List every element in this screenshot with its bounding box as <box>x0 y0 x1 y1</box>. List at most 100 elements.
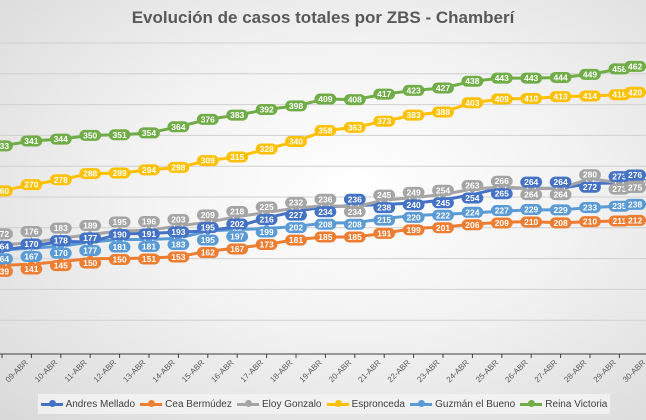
data-label: 341 <box>24 136 38 146</box>
x-tick-label: 29-ABR <box>592 358 618 384</box>
data-label: 153 <box>171 252 185 262</box>
data-label: 172 <box>0 229 9 239</box>
data-label-badge <box>373 88 396 100</box>
legend-item: Guzmán el Bueno <box>410 399 515 410</box>
data-label: 209 <box>495 218 509 228</box>
data-label: 254 <box>436 185 450 195</box>
data-label-badge <box>20 135 43 147</box>
data-label: 238 <box>377 203 391 213</box>
data-label: 201 <box>436 223 450 233</box>
data-label: 145 <box>54 261 68 271</box>
data-label-badge <box>402 109 425 121</box>
data-label-badge <box>138 164 160 176</box>
data-label-badge <box>402 211 425 223</box>
data-label-badge <box>79 220 102 232</box>
x-tick-label: 17-ABR <box>239 358 265 384</box>
data-label-badge <box>20 238 43 250</box>
data-label-badge <box>49 174 72 186</box>
data-label-badge <box>343 206 366 218</box>
x-tick-label: 19-ABR <box>298 358 324 384</box>
data-label: 408 <box>348 95 362 105</box>
data-label: 289 <box>113 168 127 178</box>
data-label: 350 <box>83 130 97 140</box>
data-label-badge <box>196 155 219 167</box>
data-label: 392 <box>260 105 274 115</box>
data-label-badge <box>624 182 646 194</box>
data-label: 170 <box>54 248 68 258</box>
data-label: 212 <box>628 215 642 225</box>
data-label-badge <box>138 241 160 253</box>
data-label-badge <box>314 93 337 105</box>
data-label-badge <box>461 180 484 192</box>
data-label-badge <box>255 201 278 213</box>
data-label: 202 <box>230 219 244 229</box>
legend-marker-icon <box>237 400 259 407</box>
data-label-badge <box>520 72 543 84</box>
data-label-badge <box>167 214 190 226</box>
data-label: 358 <box>318 125 332 135</box>
data-label-badge <box>624 60 646 72</box>
data-label-badge <box>314 206 337 218</box>
data-label-badge <box>79 168 102 180</box>
data-label: 264 <box>524 177 538 187</box>
x-tick-label: 08-ABR <box>0 358 1 384</box>
x-tick-label: 13-ABR <box>121 358 147 384</box>
data-label: 220 <box>407 212 421 222</box>
data-label-badge <box>167 226 190 238</box>
data-label-badge <box>255 214 278 226</box>
data-label-badge <box>402 186 425 198</box>
data-label-badge <box>138 127 160 139</box>
data-label: 215 <box>377 215 391 225</box>
data-label-badge <box>490 204 513 216</box>
legend-label: Espronceda <box>351 398 405 410</box>
data-label-badge <box>520 92 543 104</box>
data-label: 167 <box>230 244 244 254</box>
data-label-badge <box>343 94 366 106</box>
data-label-badge <box>343 193 366 205</box>
data-label-badge <box>196 234 219 246</box>
data-label-badge <box>520 204 543 216</box>
data-label-badge <box>49 222 72 234</box>
data-label-badge <box>20 263 43 275</box>
data-label-badge <box>579 68 601 80</box>
data-label-badge <box>49 247 72 259</box>
data-label-badge <box>461 206 484 218</box>
data-label-badge <box>343 218 366 230</box>
data-label: 354 <box>142 128 156 138</box>
data-label-badge <box>226 218 249 230</box>
data-label: 417 <box>377 89 391 99</box>
data-label: 218 <box>230 207 244 217</box>
data-label-badge <box>624 169 646 181</box>
data-label-badge <box>490 175 513 187</box>
data-label: 427 <box>436 83 450 93</box>
data-label: 364 <box>171 122 185 132</box>
data-label-badge <box>49 260 72 272</box>
data-label: 236 <box>348 194 362 204</box>
data-label-badge <box>579 181 601 193</box>
data-label: 458 <box>612 64 626 74</box>
data-label: 216 <box>260 215 274 225</box>
data-labels: 333 260 172 164 164 139 341 270 176 170 167 141 344 2… <box>0 60 646 277</box>
data-label: 260 <box>0 186 9 196</box>
data-label: 351 <box>113 130 127 140</box>
data-label: 209 <box>201 210 215 220</box>
x-tick-label: 09-ABR <box>4 358 30 384</box>
data-label-badge <box>79 232 102 244</box>
data-label-badge <box>432 106 454 118</box>
data-label-badge <box>343 121 366 133</box>
data-label-badge <box>0 228 13 240</box>
data-label: 202 <box>289 223 303 233</box>
x-tick-label: 26-ABR <box>503 358 529 384</box>
data-label: 383 <box>407 110 421 120</box>
data-label-badge <box>373 214 396 226</box>
data-label-badge <box>108 167 131 179</box>
data-label: 203 <box>171 215 185 225</box>
chart-title: Evolución de casos totales por ZBS - Cha… <box>131 8 515 27</box>
data-label-badge <box>314 124 337 136</box>
data-label: 344 <box>54 134 68 144</box>
data-label: 416 <box>612 90 626 100</box>
x-tick-label: 21-ABR <box>356 358 382 384</box>
data-label-badge <box>373 202 396 214</box>
data-label: 234 <box>348 207 362 217</box>
data-label: 199 <box>407 225 421 235</box>
